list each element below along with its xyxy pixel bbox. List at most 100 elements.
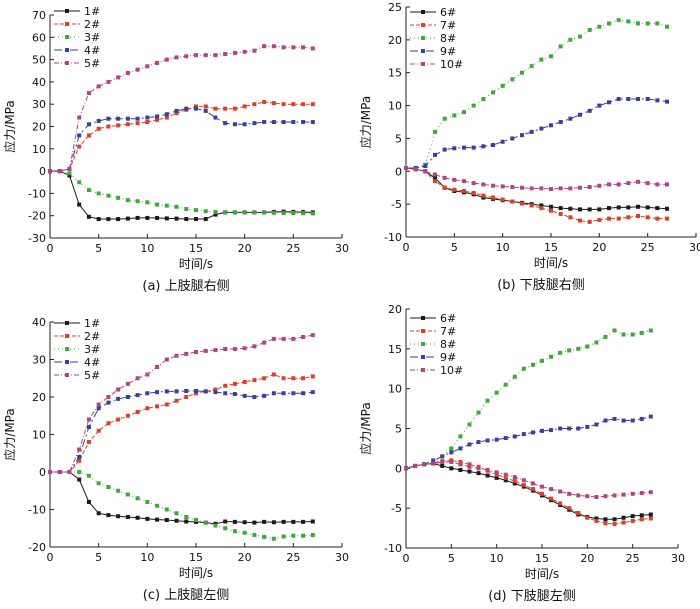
data-point xyxy=(223,52,228,57)
data-point xyxy=(77,458,82,463)
data-point xyxy=(155,517,160,522)
data-point xyxy=(471,145,476,150)
data-point xyxy=(440,454,445,459)
y-tick-label: -5 xyxy=(391,198,402,211)
x-tick-label: 15 xyxy=(189,551,203,564)
data-point xyxy=(462,110,466,115)
data-point xyxy=(252,102,257,107)
data-point xyxy=(458,467,463,472)
data-point xyxy=(512,479,517,484)
data-point xyxy=(291,45,296,50)
data-point xyxy=(135,121,140,126)
series-6# xyxy=(404,461,653,522)
data-point xyxy=(223,519,228,524)
data-point xyxy=(442,185,447,190)
data-point xyxy=(106,513,111,518)
data-point xyxy=(116,116,121,121)
data-point xyxy=(500,83,505,88)
legend-entry: 5# xyxy=(54,57,100,70)
data-point xyxy=(96,406,101,411)
data-point xyxy=(291,519,296,524)
data-point xyxy=(413,463,418,468)
data-point xyxy=(184,389,189,393)
data-point xyxy=(503,382,508,387)
data-point xyxy=(213,212,218,217)
data-point xyxy=(67,166,72,171)
data-point xyxy=(485,398,490,403)
data-point xyxy=(539,203,544,208)
data-point xyxy=(549,496,554,501)
chart-panel-4: 0 5 10 15 20 25 30 -10 -5 0 5 10 15 20 时间/s 应力/MPa (d) 下… xyxy=(358,303,685,604)
data-point xyxy=(174,204,179,209)
y-tick-label: 20 xyxy=(32,121,46,134)
data-point xyxy=(630,491,635,496)
series-line xyxy=(50,373,313,473)
series-line xyxy=(405,461,651,498)
legend-marker xyxy=(421,36,425,40)
data-point xyxy=(576,493,581,498)
data-point xyxy=(86,133,91,138)
data-point xyxy=(86,188,91,193)
data-point xyxy=(510,136,515,141)
y-tick-label: -10 xyxy=(384,231,402,244)
data-point xyxy=(310,46,315,51)
data-point xyxy=(145,372,150,377)
data-point xyxy=(449,459,454,464)
data-point xyxy=(576,426,581,431)
data-point xyxy=(155,202,160,207)
data-point xyxy=(242,520,247,525)
y-tick-label: 0 xyxy=(395,462,402,475)
series-line xyxy=(50,334,313,473)
data-point xyxy=(174,55,179,60)
data-point xyxy=(145,120,150,125)
data-point xyxy=(549,208,553,213)
data-point xyxy=(96,217,101,222)
data-point xyxy=(116,123,121,128)
data-point xyxy=(639,517,644,522)
legend-label: 4# xyxy=(84,356,100,369)
data-point xyxy=(616,216,621,221)
y-tick-label: 10 xyxy=(32,429,46,442)
data-point xyxy=(503,436,508,441)
data-point xyxy=(626,97,631,101)
data-point xyxy=(576,510,581,515)
data-point xyxy=(262,519,267,524)
data-point xyxy=(232,381,237,386)
data-point xyxy=(471,103,476,108)
y-tick-label: 20 xyxy=(32,391,46,404)
data-point xyxy=(636,179,640,184)
data-point xyxy=(194,106,198,111)
data-point xyxy=(203,348,208,353)
legend-label: 9# xyxy=(440,351,456,364)
data-point xyxy=(648,490,653,495)
data-point xyxy=(96,118,101,123)
data-point xyxy=(310,102,315,107)
data-point xyxy=(449,446,454,451)
series-8# xyxy=(404,18,669,170)
data-point xyxy=(594,518,599,523)
x-tick-label: 30 xyxy=(335,242,349,255)
data-point xyxy=(86,425,91,429)
data-point xyxy=(540,484,544,489)
legend-entry: 5# xyxy=(54,369,100,382)
data-point xyxy=(626,205,631,210)
data-point xyxy=(539,57,544,62)
data-point xyxy=(310,333,315,338)
data-point xyxy=(125,70,130,75)
data-point xyxy=(471,181,476,186)
data-point xyxy=(262,534,267,539)
data-point xyxy=(597,24,602,29)
data-point xyxy=(145,391,150,396)
data-point xyxy=(223,347,228,351)
data-point xyxy=(433,172,437,177)
data-point xyxy=(145,64,150,69)
data-point xyxy=(665,216,669,221)
data-point xyxy=(665,99,669,104)
data-point xyxy=(433,175,437,180)
chart-panel-2: 0 5 10 15 20 25 30 -10 -5 0 5 10 15 20 25 时间/s 应力/MPa (b)… xyxy=(358,1,700,293)
x-tick-label: 15 xyxy=(535,552,549,565)
data-point xyxy=(145,115,150,120)
legend-entry: 7# xyxy=(410,325,456,338)
data-point xyxy=(106,79,111,84)
data-point xyxy=(86,91,91,96)
